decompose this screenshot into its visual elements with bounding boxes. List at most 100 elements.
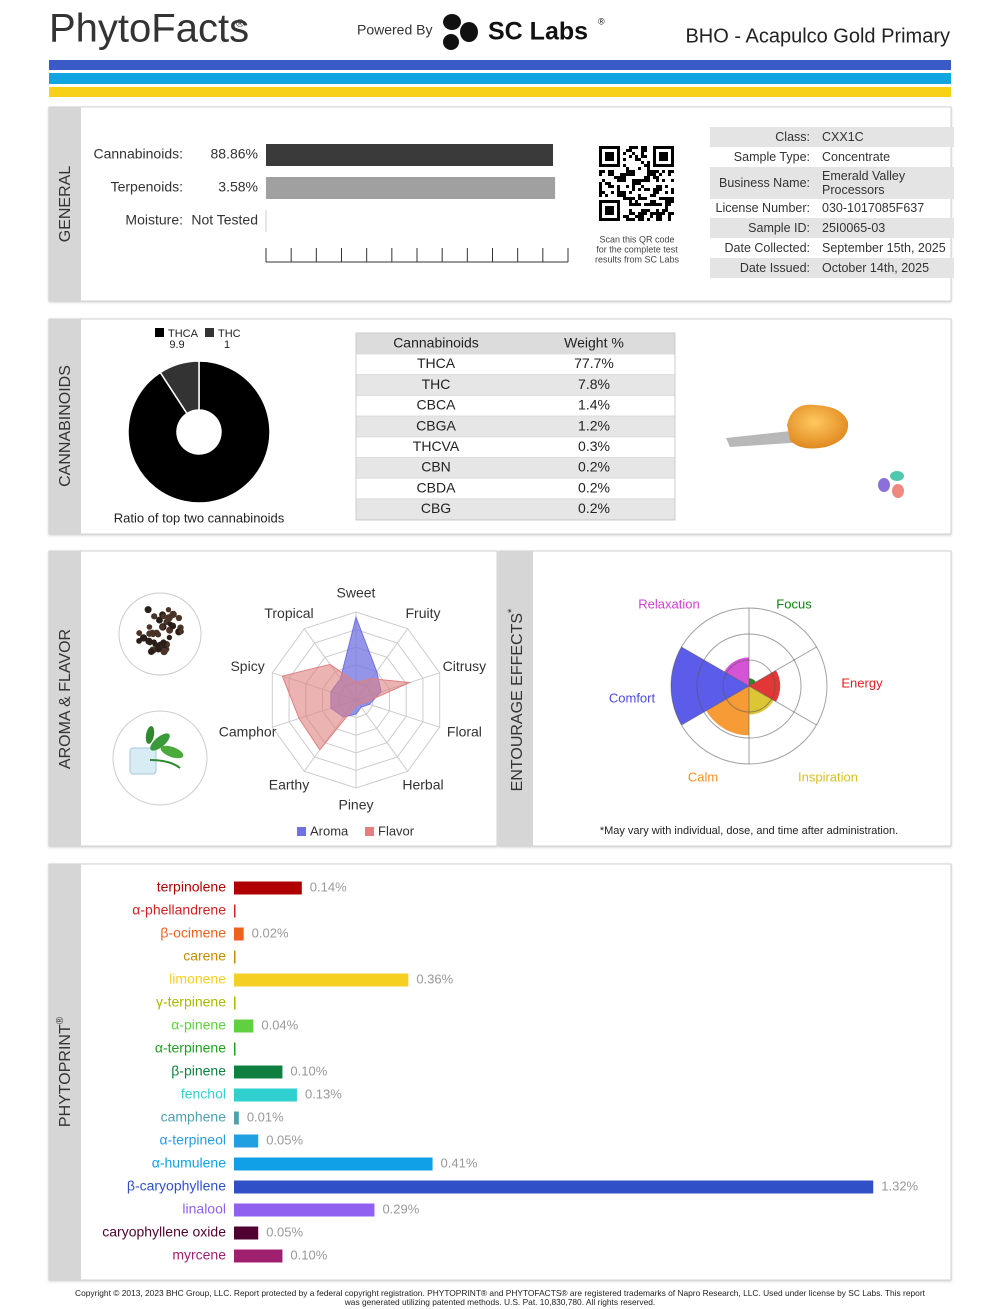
qr-module bbox=[638, 203, 641, 206]
brand-mark: ® bbox=[236, 18, 244, 30]
legend-swatch bbox=[155, 328, 164, 337]
qr-module bbox=[617, 155, 620, 158]
terpene-label: fenchol bbox=[181, 1086, 226, 1102]
qr-module bbox=[629, 155, 632, 158]
qr-module bbox=[632, 212, 635, 215]
qr-module bbox=[626, 149, 629, 152]
qr-module bbox=[653, 149, 656, 152]
qr-module bbox=[635, 179, 638, 182]
qr-module bbox=[665, 152, 668, 155]
info-value: Concentrate bbox=[822, 149, 891, 164]
qr-module bbox=[629, 203, 632, 206]
qr-module bbox=[647, 170, 650, 173]
qr-module bbox=[668, 173, 671, 176]
qr-module bbox=[623, 215, 626, 218]
table-cell: 77.7% bbox=[574, 355, 614, 371]
qr-module bbox=[665, 185, 668, 188]
table-row-bg bbox=[355, 374, 676, 396]
qr-module bbox=[641, 161, 644, 164]
radar-axis-label: Camphor bbox=[219, 723, 277, 739]
qr-module bbox=[653, 158, 656, 161]
qr-module bbox=[620, 176, 623, 179]
qr-module bbox=[641, 215, 644, 218]
radar-axis-label: Citrusy bbox=[443, 658, 487, 674]
qr-module bbox=[644, 203, 647, 206]
info-key: Business Name: bbox=[718, 175, 810, 190]
qr-module bbox=[659, 155, 662, 158]
qr-module bbox=[605, 155, 608, 158]
info-value: October 14th, 2025 bbox=[822, 260, 930, 275]
terpene-value: 0.36% bbox=[416, 971, 453, 986]
qr-module bbox=[620, 179, 623, 182]
qr-module bbox=[647, 176, 650, 179]
qr-module bbox=[605, 194, 608, 197]
title-text: ENTOURAGE EFFECTS bbox=[509, 613, 526, 791]
table-row-bg bbox=[355, 436, 676, 458]
table-cell: 7.8% bbox=[578, 376, 610, 392]
qr-module bbox=[599, 152, 602, 155]
qr-module bbox=[599, 203, 602, 206]
qr-module bbox=[638, 218, 641, 221]
qr-module bbox=[608, 155, 611, 158]
qr-module bbox=[623, 191, 626, 194]
qr-module bbox=[671, 200, 674, 203]
qr-module bbox=[602, 218, 605, 221]
peppercorn bbox=[160, 613, 167, 620]
qr-module bbox=[626, 167, 629, 170]
qr-module bbox=[647, 203, 650, 206]
qr-module bbox=[671, 152, 674, 155]
qr-module bbox=[671, 155, 674, 158]
qr-module bbox=[608, 209, 611, 212]
info-value: CXX1C bbox=[822, 129, 864, 144]
potency-bar bbox=[266, 177, 556, 199]
qr-module bbox=[650, 170, 653, 173]
qr-module bbox=[665, 200, 668, 203]
qr-module bbox=[668, 170, 671, 173]
qr-module bbox=[602, 200, 605, 203]
potency-value: 88.86% bbox=[211, 146, 258, 162]
terpene-label: myrcene bbox=[172, 1247, 226, 1263]
terpene-label: limonene bbox=[169, 971, 226, 987]
terpene-bar bbox=[234, 1065, 283, 1079]
radar-area bbox=[281, 663, 412, 751]
footer-text: Copyright © 2013, 2023 BHC Group, LLC. R… bbox=[75, 1288, 926, 1298]
qr-module bbox=[599, 164, 602, 167]
qr-module bbox=[632, 188, 635, 191]
qr-module bbox=[665, 164, 668, 167]
terpene-label: linalool bbox=[182, 1201, 226, 1217]
sample-photo bbox=[726, 366, 906, 476]
qr-module bbox=[656, 215, 659, 218]
qr-module bbox=[650, 212, 653, 215]
qr-module bbox=[656, 164, 659, 167]
table-cell: 0.2% bbox=[578, 459, 610, 475]
stripe bbox=[49, 60, 951, 70]
product-name: BHO - Acapulco Gold Primary bbox=[685, 25, 950, 47]
radar-axis-label: Fruity bbox=[406, 605, 441, 621]
peppercorn bbox=[166, 634, 173, 641]
peppercorn bbox=[169, 610, 177, 619]
potency-label: Terpenoids: bbox=[111, 179, 183, 195]
qr-module bbox=[617, 179, 620, 182]
terpene-bar bbox=[234, 1019, 254, 1033]
qr-module bbox=[647, 161, 650, 164]
peppercorn bbox=[175, 614, 183, 622]
qr-module bbox=[608, 200, 611, 203]
peppercorn bbox=[146, 624, 153, 630]
legend-swatch bbox=[365, 827, 374, 836]
terpene-label: γ-terpinene bbox=[156, 994, 226, 1010]
radar-axis-label: Tropical bbox=[264, 605, 313, 621]
qr-module bbox=[656, 218, 659, 221]
qr-module bbox=[644, 188, 647, 191]
info-row: Date Collected: September 15th, 2025 bbox=[710, 238, 954, 258]
terpene-bar bbox=[234, 996, 236, 1010]
qr-module bbox=[635, 146, 638, 149]
qr-module bbox=[608, 212, 611, 215]
qr-module bbox=[605, 152, 608, 155]
qr-module bbox=[668, 212, 671, 215]
effect-label: Relaxation bbox=[638, 596, 699, 611]
qr-module bbox=[611, 191, 614, 194]
terpene-bar bbox=[234, 904, 236, 918]
table-header: Weight % bbox=[564, 335, 624, 351]
terpene-label: α-pinene bbox=[171, 1017, 226, 1033]
